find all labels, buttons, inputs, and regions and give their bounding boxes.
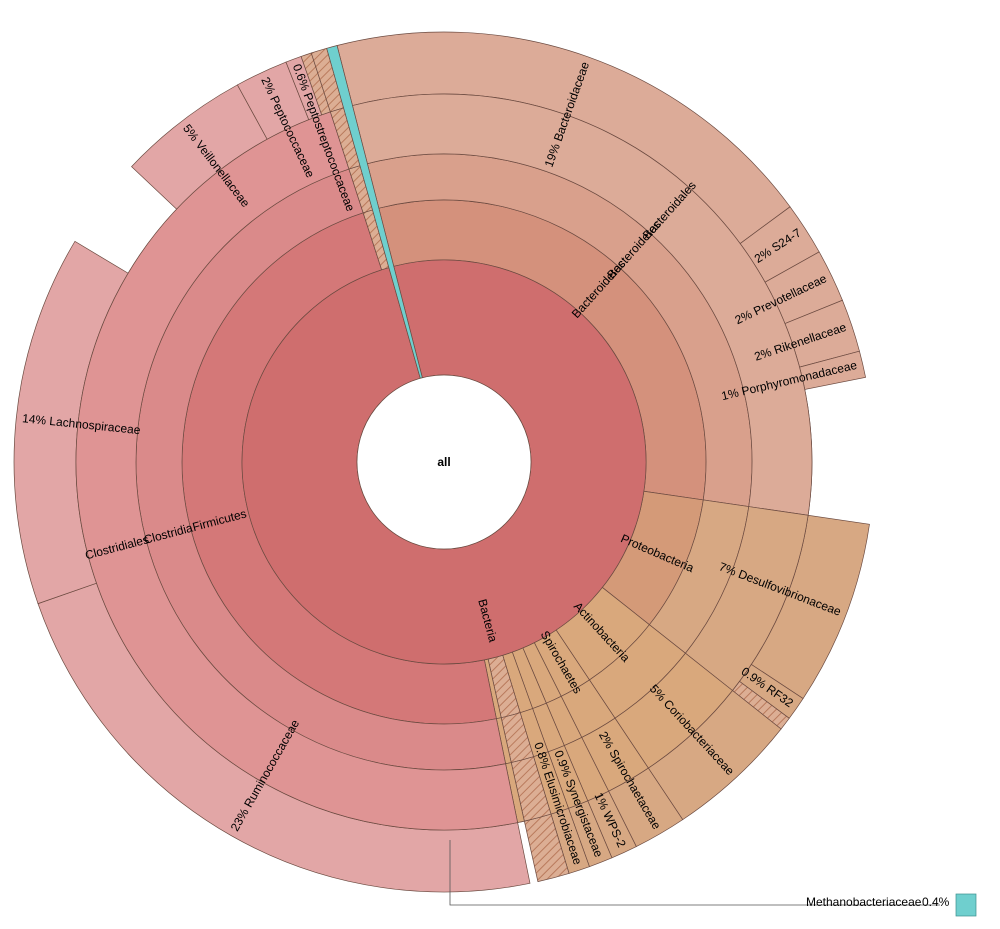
- root-label: all: [437, 455, 450, 469]
- callout-swatch[interactable]: [955, 893, 977, 917]
- callout-percent: 0.4%: [922, 895, 950, 909]
- order-wedge[interactable]: [75, 111, 519, 831]
- callout-name: Methanobacteriaceae: [806, 895, 922, 909]
- center-hole[interactable]: [356, 374, 532, 550]
- wedge-layer: [13, 31, 870, 893]
- order-wedge[interactable]: [352, 93, 813, 516]
- archaea-callout: Methanobacteriaceae 0.4%: [449, 840, 977, 917]
- callout-leader-line: [449, 840, 940, 906]
